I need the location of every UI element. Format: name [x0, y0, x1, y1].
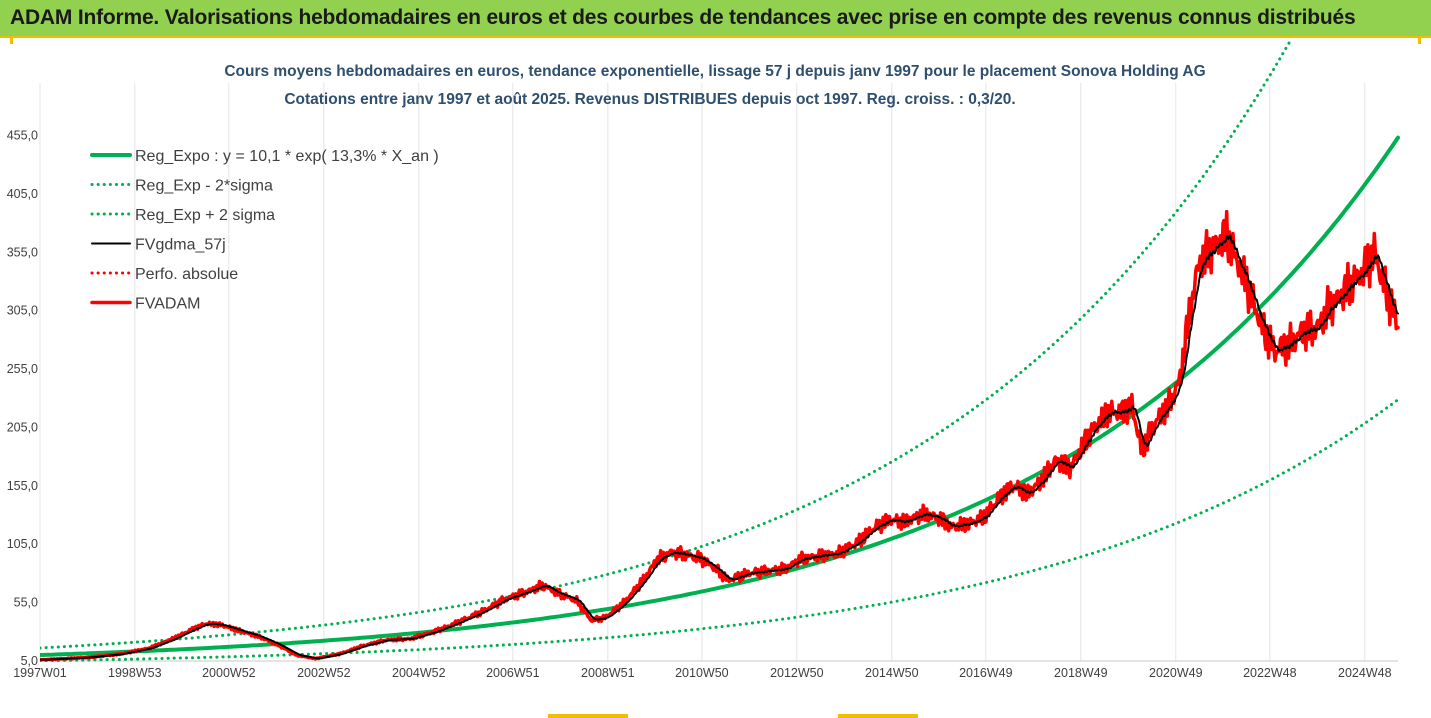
x-tick-label: 2002W52 [297, 666, 351, 680]
series-line-0 [40, 135, 1400, 657]
bottom-mark-right [838, 714, 918, 718]
legend-label: FVADAM [135, 296, 200, 313]
price-chart: 5,0 55,0 105,0 155,0 205,0 255,0 305,0 355,0 405… [7, 40, 1400, 680]
corner-mark-left [10, 38, 13, 44]
legend-label: Reg_Exp - 2*sigma [135, 178, 273, 195]
legend-label: FVgdma_57j [135, 237, 226, 254]
y-tick-label: 205,0 [7, 420, 38, 434]
report-banner-title: ADAM Informe. Valorisations hebdomadaire… [10, 6, 1356, 29]
y-tick-label: 55,0 [14, 596, 38, 610]
chart-grid [39, 83, 1366, 661]
x-tick-label: 2012W50 [770, 666, 824, 680]
series-line-5 [40, 209, 1400, 662]
legend-label: Reg_Expo : y = 10,1 * exp( 13,3% * X_an … [135, 148, 439, 165]
y-axis-ticks: 5,0 55,0 105,0 155,0 205,0 255,0 305,0 355,0 405… [7, 129, 38, 668]
legend-label: Reg_Exp + 2 sigma [135, 207, 275, 224]
corner-mark-right [1418, 38, 1421, 44]
y-tick-label: 5,0 [21, 654, 38, 668]
bottom-mark-left [548, 714, 628, 718]
x-tick-label: 2024W48 [1338, 666, 1392, 680]
x-tick-label: 1998W53 [108, 666, 162, 680]
y-tick-label: 255,0 [7, 362, 38, 376]
x-tick-label: 2006W51 [486, 666, 540, 680]
x-tick-label: 2010W50 [675, 666, 729, 680]
chart-subtitle: Cotations entre janv 1997 et août 2025. … [284, 91, 1015, 108]
series-line-1 [40, 398, 1400, 662]
x-tick-label: 2014W50 [865, 666, 919, 680]
series-line-2 [40, 40, 1293, 650]
x-tick-label: 1997W01 [13, 666, 67, 680]
x-tick-label: 2022W48 [1243, 666, 1297, 680]
x-tick-label: 2004W52 [392, 666, 446, 680]
y-tick-label: 405,0 [7, 187, 38, 201]
chart-legend: Reg_Expo : y = 10,1 * exp( 13,3% * X_an … [90, 148, 439, 313]
x-tick-label: 2016W49 [959, 666, 1013, 680]
legend-label: Perfo. absolue [135, 266, 238, 283]
y-tick-label: 105,0 [7, 537, 38, 551]
y-tick-label: 455,0 [7, 129, 38, 143]
x-tick-label: 2008W51 [581, 666, 635, 680]
y-tick-label: 305,0 [7, 304, 38, 318]
x-axis-ticks: 1997W01 1998W53 2000W52 2002W52 2004W52 2006W… [13, 666, 1391, 680]
x-tick-label: 2020W49 [1149, 666, 1203, 680]
report-banner: ADAM Informe. Valorisations hebdomadaire… [0, 0, 1431, 38]
y-tick-label: 155,0 [7, 479, 38, 493]
x-tick-label: 2000W52 [202, 666, 256, 680]
x-tick-label: 2018W49 [1054, 666, 1108, 680]
y-tick-label: 355,0 [7, 245, 38, 259]
chart-series [40, 40, 1400, 662]
series-line-3 [40, 234, 1399, 661]
chart-title: Cours moyens hebdomadaires en euros, ten… [224, 63, 1205, 80]
